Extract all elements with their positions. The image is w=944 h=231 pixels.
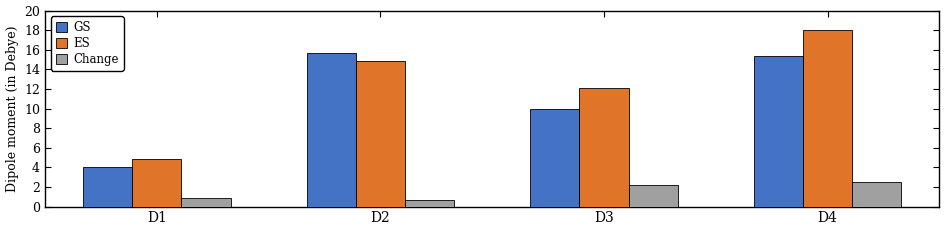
Bar (579, 88, 628, 207)
Y-axis label: Dipole moment (in Debye): Dipole moment (in Debye) (6, 25, 19, 192)
Bar (802, 30, 851, 207)
Bar (628, 185, 677, 207)
Legend: GS, ES, Change: GS, ES, Change (51, 16, 124, 71)
Bar (851, 182, 901, 207)
Bar (181, 198, 230, 207)
Bar (356, 61, 405, 207)
Bar (753, 56, 802, 207)
Bar (405, 200, 454, 207)
Bar (83, 167, 132, 207)
Bar (530, 109, 579, 207)
Bar (306, 53, 356, 207)
Bar (132, 158, 181, 207)
